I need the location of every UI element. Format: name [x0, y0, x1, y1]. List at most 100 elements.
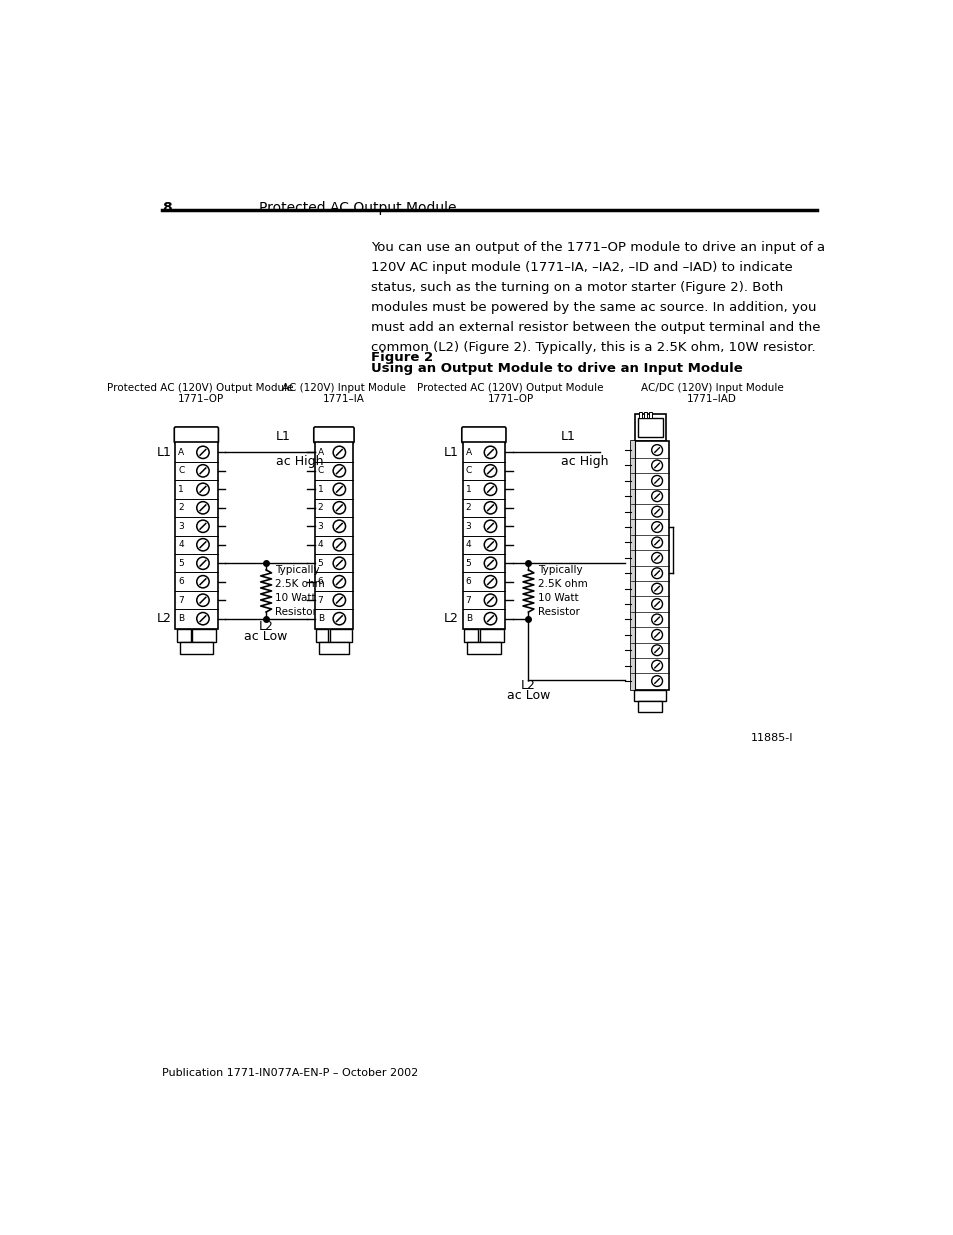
FancyBboxPatch shape [174, 427, 218, 443]
Circle shape [484, 520, 497, 532]
Text: 7: 7 [317, 595, 323, 605]
Circle shape [651, 645, 661, 656]
Bar [315, 630, 328, 642]
Circle shape [333, 446, 345, 458]
Circle shape [651, 445, 661, 456]
Circle shape [196, 613, 209, 625]
Bar [633, 690, 666, 701]
Text: L2: L2 [258, 620, 274, 632]
Text: ac Low: ac Low [506, 689, 550, 701]
Circle shape [196, 538, 209, 551]
FancyBboxPatch shape [314, 427, 354, 443]
Text: B: B [465, 614, 472, 624]
Text: 1: 1 [178, 485, 184, 494]
Circle shape [196, 483, 209, 495]
Text: Figure 2: Figure 2 [371, 351, 433, 364]
Text: A: A [317, 448, 323, 457]
Circle shape [651, 661, 661, 671]
Text: 5: 5 [178, 558, 184, 568]
Bar [637, 417, 661, 437]
Bar [630, 441, 669, 690]
Bar [638, 701, 661, 711]
Circle shape [333, 520, 345, 532]
Text: B: B [178, 614, 184, 624]
Circle shape [333, 538, 345, 551]
Text: L2: L2 [520, 679, 536, 692]
Text: 3: 3 [317, 521, 323, 531]
Text: 6: 6 [178, 577, 184, 587]
Bar [462, 442, 505, 630]
Text: status, such as the turning on a motor starter (Figure 2). Both: status, such as the turning on a motor s… [371, 280, 782, 294]
Text: 4: 4 [178, 540, 184, 550]
Circle shape [196, 520, 209, 532]
Circle shape [333, 557, 345, 569]
Circle shape [484, 557, 497, 569]
Text: Publication 1771-IN077A-EN-P – October 2002: Publication 1771-IN077A-EN-P – October 2… [162, 1068, 417, 1078]
Circle shape [484, 483, 497, 495]
Text: 2: 2 [317, 504, 323, 513]
Text: ac High: ac High [560, 454, 608, 468]
Circle shape [333, 501, 345, 514]
Circle shape [196, 557, 209, 569]
Circle shape [484, 538, 497, 551]
Text: 3: 3 [178, 521, 184, 531]
Text: Typically
2.5K ohm
10 Watt
Resistor: Typically 2.5K ohm 10 Watt Resistor [537, 564, 587, 618]
Circle shape [196, 501, 209, 514]
Bar [643, 411, 646, 417]
Text: ac Low: ac Low [244, 630, 288, 642]
Text: AC/DC (120V) Input Module: AC/DC (120V) Input Module [640, 383, 782, 393]
Text: 1: 1 [317, 485, 323, 494]
Text: Typically
2.5K ohm
10 Watt
Resistor: Typically 2.5K ohm 10 Watt Resistor [275, 564, 325, 618]
Bar [314, 442, 353, 630]
Bar [464, 630, 477, 642]
Bar [639, 411, 641, 417]
Circle shape [196, 576, 209, 588]
Bar [179, 642, 213, 655]
Circle shape [333, 483, 345, 495]
Text: Protected AC (120V) Output Module: Protected AC (120V) Output Module [108, 383, 294, 393]
Bar [467, 642, 500, 655]
Bar [479, 630, 503, 642]
Circle shape [651, 614, 661, 625]
Text: L1: L1 [275, 430, 291, 443]
Text: 6: 6 [465, 577, 471, 587]
Text: must add an external resistor between the output terminal and the: must add an external resistor between th… [371, 321, 820, 333]
Text: L1: L1 [443, 446, 458, 459]
Circle shape [484, 464, 497, 477]
Text: 120V AC input module (1771–IA, –IA2, –ID and –IAD) to indicate: 120V AC input module (1771–IA, –IA2, –ID… [371, 261, 792, 274]
Circle shape [651, 537, 661, 548]
Text: C: C [465, 467, 472, 475]
Bar [192, 630, 216, 642]
Circle shape [651, 599, 661, 609]
Text: C: C [178, 467, 184, 475]
Text: 1: 1 [465, 485, 471, 494]
Text: A: A [178, 448, 184, 457]
FancyBboxPatch shape [461, 427, 505, 443]
Circle shape [651, 568, 661, 579]
Text: 8: 8 [162, 200, 172, 215]
Text: B: B [317, 614, 323, 624]
Bar [634, 414, 665, 441]
Circle shape [196, 594, 209, 606]
Circle shape [333, 613, 345, 625]
Text: C: C [317, 467, 324, 475]
Circle shape [651, 475, 661, 487]
Circle shape [484, 613, 497, 625]
Circle shape [333, 576, 345, 588]
Text: L2: L2 [156, 613, 171, 625]
Text: L1: L1 [560, 430, 576, 443]
Circle shape [651, 676, 661, 687]
Circle shape [484, 594, 497, 606]
Text: Protected AC Output Module: Protected AC Output Module [258, 200, 456, 215]
Circle shape [484, 576, 497, 588]
Text: Using an Output Module to drive an Input Module: Using an Output Module to drive an Input… [371, 362, 742, 375]
Text: 7: 7 [178, 595, 184, 605]
Circle shape [651, 490, 661, 501]
Text: 7: 7 [465, 595, 471, 605]
Text: 1771–OP: 1771–OP [177, 394, 224, 404]
Circle shape [484, 501, 497, 514]
Text: 5: 5 [465, 558, 471, 568]
Text: 4: 4 [317, 540, 323, 550]
Bar [174, 442, 217, 630]
Text: A: A [465, 448, 472, 457]
